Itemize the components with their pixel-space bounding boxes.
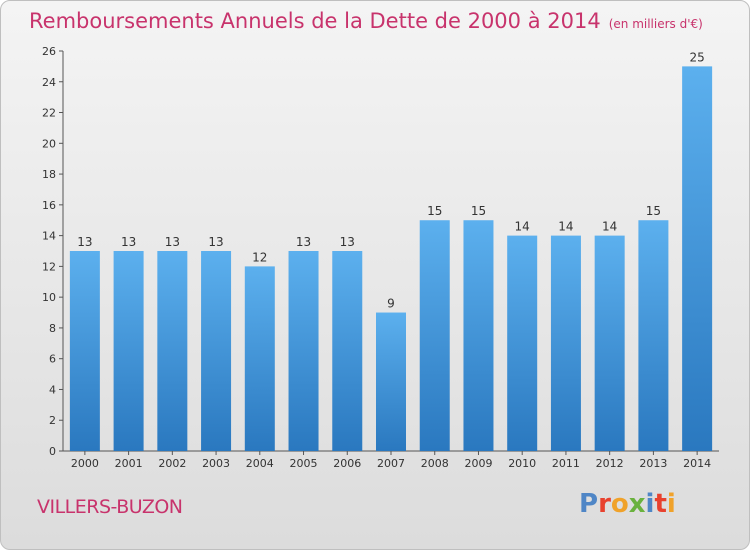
x-tick-label: 2003 [202, 457, 230, 470]
y-tick-label: 24 [42, 76, 56, 89]
y-tick-label: 2 [49, 414, 56, 427]
y-tick-label: 18 [42, 168, 56, 181]
x-tick-label: 2011 [552, 457, 580, 470]
commune-name: VILLERS-BUZON [37, 496, 183, 518]
bar [113, 251, 144, 451]
bar-value-label: 9 [387, 297, 395, 311]
bar-value-label: 15 [646, 204, 661, 218]
x-tick-label: 2010 [508, 457, 536, 470]
y-tick-label: 0 [49, 445, 56, 458]
bar [682, 66, 713, 451]
logo-letter: r [598, 489, 611, 519]
plot-area: 0246810121416182022242613200013200113200… [42, 45, 719, 470]
bar-value-label: 15 [427, 204, 442, 218]
bar [463, 220, 494, 451]
y-tick-label: 6 [49, 353, 56, 366]
y-tick-label: 8 [49, 322, 56, 335]
bar [288, 251, 319, 451]
x-tick-label: 2002 [158, 457, 186, 470]
logo-letter: i [666, 489, 676, 519]
logo-letter: t [654, 489, 667, 519]
bar-value-label: 13 [208, 235, 223, 249]
bar [507, 235, 538, 451]
bar [638, 220, 669, 451]
x-tick-label: 2009 [464, 457, 492, 470]
y-tick-label: 20 [42, 137, 56, 150]
bar-value-label: 25 [689, 50, 704, 64]
y-tick-label: 12 [42, 260, 56, 273]
bar [594, 235, 625, 451]
bar-value-label: 15 [471, 204, 486, 218]
bar [69, 251, 100, 451]
x-tick-label: 2007 [377, 457, 405, 470]
bar [376, 312, 406, 451]
bar-value-label: 14 [558, 220, 573, 234]
bar-value-label: 13 [165, 235, 180, 249]
x-tick-label: 2004 [246, 457, 274, 470]
logo-letter: i [645, 489, 655, 519]
bar [419, 220, 450, 451]
bar [550, 235, 581, 451]
bar-value-label: 13 [296, 235, 311, 249]
chart-title: Remboursements Annuels de la Dette de 20… [29, 9, 703, 33]
x-tick-label: 2000 [71, 457, 99, 470]
logo-letter: o [610, 489, 629, 519]
bar-value-label: 13 [77, 235, 92, 249]
y-tick-label: 10 [42, 291, 56, 304]
x-tick-label: 2013 [639, 457, 667, 470]
y-tick-label: 16 [42, 199, 56, 212]
x-tick-label: 2012 [596, 457, 624, 470]
bar-value-label: 13 [121, 235, 136, 249]
bar [201, 251, 232, 451]
bar-value-label: 14 [515, 220, 530, 234]
bar-value-label: 14 [602, 220, 617, 234]
bar-value-label: 12 [252, 250, 267, 264]
x-tick-label: 2008 [421, 457, 449, 470]
bar-value-label: 13 [340, 235, 355, 249]
logo-letter: P [579, 489, 599, 519]
y-tick-label: 22 [42, 107, 56, 120]
chart-title-text: Remboursements Annuels de la Dette de 20… [29, 9, 601, 33]
x-tick-label: 2006 [333, 457, 361, 470]
bar [244, 266, 275, 451]
bar [157, 251, 188, 451]
x-tick-label: 2014 [683, 457, 711, 470]
x-tick-label: 2001 [115, 457, 143, 470]
logo-letter: x [628, 489, 646, 519]
y-tick-label: 14 [42, 230, 56, 243]
y-tick-label: 4 [49, 383, 56, 396]
proxiti-logo: Proxiti [579, 489, 676, 519]
y-tick-label: 26 [42, 45, 56, 58]
chart-unit: (en milliers d'€) [608, 17, 703, 31]
x-tick-label: 2005 [290, 457, 318, 470]
bar [332, 251, 363, 451]
